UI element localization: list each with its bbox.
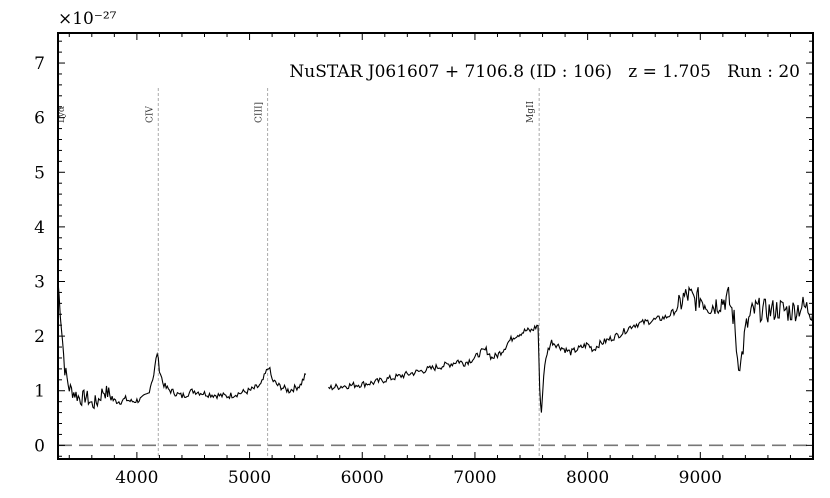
offset-label: ×10⁻²⁷	[58, 9, 117, 29]
x-tick-label: 6000	[341, 468, 384, 488]
emission-line-label: CIII]	[255, 102, 265, 123]
x-tick-label: 7000	[453, 468, 496, 488]
y-tick-label: 3	[34, 273, 45, 293]
chart-title: NuSTAR J061607 + 7106.8 (ID : 106) z = 1…	[289, 62, 800, 82]
plot-area: Lyα CIV CIII] MgII 4000 5000 6000 7000 8000 9000 0…	[34, 33, 814, 488]
x-tick-label: 5000	[228, 468, 271, 488]
y-tick-label: 6	[34, 109, 45, 129]
y-tick-label: 4	[34, 218, 45, 238]
emission-line-label: CIV	[145, 106, 155, 123]
offset-text: ×10⁻²⁷	[58, 9, 117, 29]
spectrum-segment	[328, 285, 814, 413]
y-tick-label: 5	[34, 163, 45, 183]
x-tick-label: 4000	[115, 468, 158, 488]
y-tick-label: 2	[34, 327, 45, 347]
emission-line-label: MgII	[526, 100, 536, 123]
spectrum-segment	[57, 281, 307, 410]
emission-line-label: Lyα	[57, 106, 67, 123]
plot-frame	[57, 32, 814, 460]
y-tick-label: 0	[34, 436, 45, 456]
y-tick-label: 1	[34, 382, 45, 402]
y-tick-label: 7	[34, 54, 45, 74]
x-tick-label: 9000	[679, 468, 722, 488]
x-tick-label: 8000	[566, 468, 609, 488]
